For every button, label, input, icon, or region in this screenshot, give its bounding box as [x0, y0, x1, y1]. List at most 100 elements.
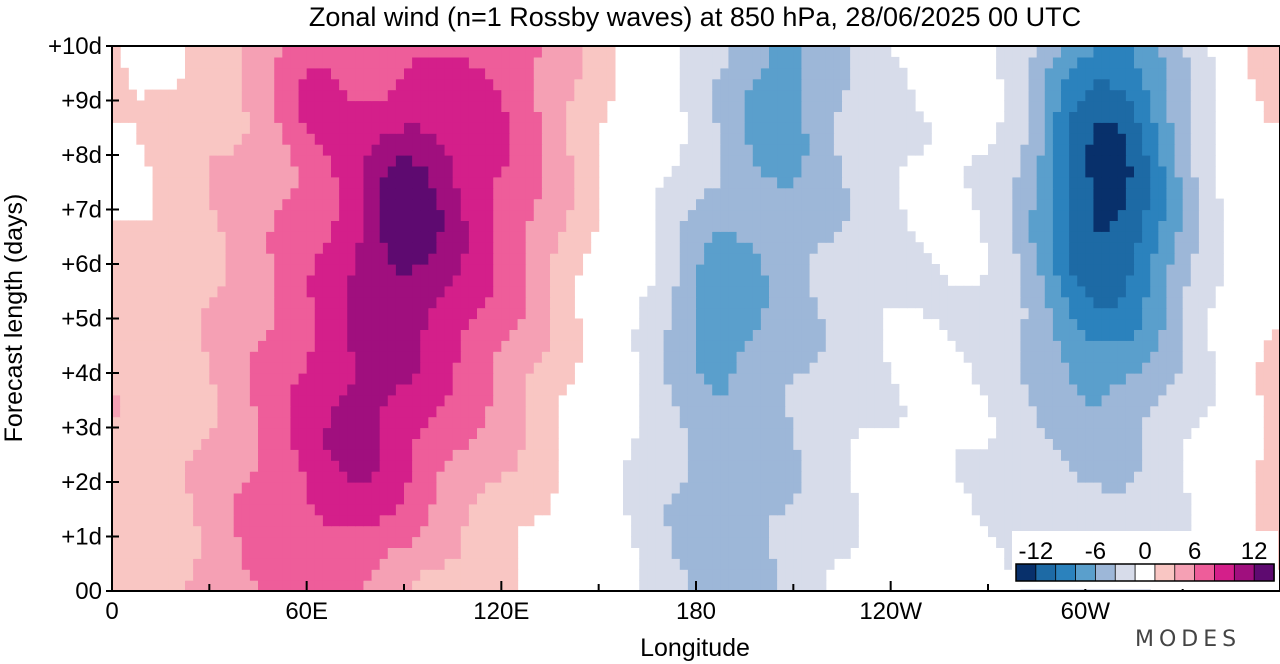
- contour-cell: [687, 373, 697, 385]
- contour-cell: [485, 547, 494, 559]
- contour-cell: [436, 122, 446, 134]
- contour-cell: [339, 307, 348, 320]
- contour-cell: [1109, 253, 1119, 265]
- contour-cell: [744, 122, 754, 134]
- contour-cell: [452, 220, 462, 232]
- contour-cell: [274, 253, 283, 265]
- contour-cell: [387, 307, 397, 320]
- contour-cell: [793, 155, 803, 167]
- contour-cell: [833, 438, 843, 450]
- contour-cell: [915, 242, 924, 254]
- contour-cell: [1020, 307, 1030, 320]
- contour-cell: [728, 547, 738, 559]
- contour-cell: [971, 373, 981, 385]
- contour-cell: [817, 264, 827, 276]
- contour-cell: [322, 274, 332, 287]
- contour-cell: [176, 307, 186, 320]
- contour-cell: [1190, 176, 1200, 189]
- contour-cell: [712, 362, 721, 374]
- contour-cell: [631, 449, 640, 461]
- contour-cell: [258, 198, 267, 211]
- contour-cell: [842, 318, 851, 330]
- contour-cell: [379, 373, 389, 385]
- contour-cell: [322, 569, 332, 581]
- contour-cell: [736, 264, 746, 276]
- contour-cell: [1028, 449, 1038, 461]
- contour-cell: [241, 176, 251, 189]
- contour-cell: [720, 231, 730, 243]
- contour-cell: [566, 176, 575, 189]
- contour-cell: [509, 111, 519, 123]
- contour-cell: [176, 558, 186, 570]
- contour-cell: [760, 383, 770, 396]
- contour-cell: [939, 307, 949, 320]
- contour-cell: [582, 198, 592, 211]
- contour-cell: [249, 242, 259, 254]
- contour-cell: [193, 536, 202, 548]
- contour-cell: [128, 460, 137, 472]
- contour-cell: [850, 416, 859, 429]
- contour-cell: [493, 394, 502, 407]
- contour-cell: [339, 144, 348, 156]
- contour-cell: [1190, 198, 1200, 211]
- contour-cell: [201, 405, 210, 418]
- contour-cell: [1174, 176, 1184, 189]
- contour-cell: [428, 427, 438, 439]
- contour-cell: [777, 231, 786, 243]
- contour-cell: [858, 187, 867, 200]
- contour-cell: [225, 231, 235, 243]
- contour-cell: [704, 144, 713, 156]
- contour-cell: [533, 373, 543, 385]
- contour-cell: [582, 122, 592, 134]
- contour-cell: [136, 438, 146, 450]
- contour-cell: [777, 405, 786, 418]
- contour-cell: [241, 351, 251, 363]
- contour-cell: [193, 296, 202, 309]
- contour-cell: [493, 405, 502, 418]
- contour-cell: [379, 155, 389, 167]
- contour-cell: [979, 296, 989, 309]
- contour-cell: [988, 176, 997, 189]
- contour-cell: [379, 449, 389, 461]
- contour-cell: [915, 144, 924, 156]
- contour-cell: [233, 253, 243, 265]
- contour-cell: [655, 209, 665, 221]
- contour-cell: [1190, 122, 1200, 134]
- contour-cell: [1158, 122, 1168, 134]
- contour-cell: [193, 253, 202, 265]
- contour-cell: [201, 253, 210, 265]
- contour-cell: [322, 580, 332, 591]
- contour-cell: [363, 405, 373, 418]
- contour-cell: [1012, 416, 1022, 429]
- contour-cell: [339, 503, 348, 516]
- contour-cell: [176, 122, 186, 134]
- contour-cell: [298, 122, 308, 134]
- contour-cell: [655, 307, 665, 320]
- contour-cell: [217, 438, 227, 450]
- contour-cell: [258, 427, 267, 439]
- contour-cell: [874, 383, 884, 396]
- contour-cell: [671, 558, 681, 570]
- contour-cell: [809, 362, 819, 374]
- contour-cell: [290, 471, 300, 483]
- contour-cell: [679, 198, 689, 211]
- contour-cell: [541, 362, 551, 374]
- contour-cell: [395, 525, 405, 538]
- contour-cell: [817, 220, 827, 232]
- contour-cell: [1077, 471, 1086, 483]
- contour-cell: [1004, 383, 1013, 396]
- contour-cell: [306, 307, 316, 320]
- contour-cell: [128, 264, 137, 276]
- contour-cell: [395, 231, 405, 243]
- contour-cell: [436, 351, 446, 363]
- contour-cell: [460, 155, 470, 167]
- contour-cell: [517, 362, 527, 374]
- contour-cell: [444, 285, 454, 298]
- contour-cell: [696, 514, 705, 527]
- contour-cell: [1020, 209, 1030, 221]
- contour-cell: [736, 111, 746, 123]
- contour-cell: [1263, 416, 1273, 429]
- contour-cell: [209, 155, 219, 167]
- contour-cell: [298, 558, 308, 570]
- contour-cell: [979, 155, 989, 167]
